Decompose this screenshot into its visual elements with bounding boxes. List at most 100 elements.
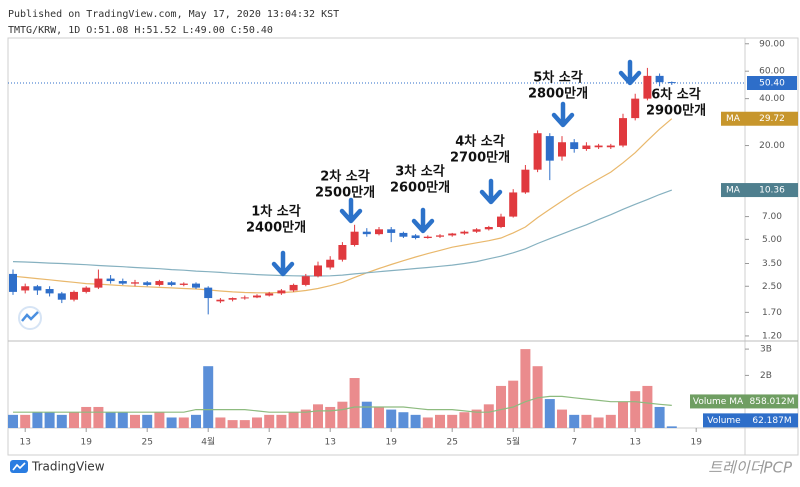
x-tick-label: 7 (266, 438, 272, 448)
candle-body (33, 286, 42, 291)
volume-bar (166, 417, 177, 428)
candle-body (338, 245, 347, 260)
chart-logo (18, 306, 42, 330)
candle-body (655, 75, 664, 83)
candle-body (70, 291, 78, 300)
volume-bar (276, 414, 287, 428)
candle-body (484, 227, 493, 230)
candle-body (9, 273, 17, 292)
volume-bar (154, 412, 165, 428)
candle-body (509, 192, 518, 217)
candle-body (619, 118, 627, 146)
candle-body (643, 75, 652, 99)
candle-body (118, 281, 127, 284)
candle-body (326, 259, 335, 268)
x-tick-label: 19 (690, 438, 702, 448)
volume-bar (56, 414, 67, 428)
volume-ma-line (13, 395, 672, 413)
candle-body (606, 145, 615, 148)
volume-bar (93, 406, 104, 428)
volume-bar (447, 414, 458, 428)
value-box-label: MA (726, 186, 741, 196)
value-box-label: MA (726, 114, 741, 124)
x-tick-label: 25 (446, 438, 457, 448)
candle-body (423, 236, 432, 239)
x-tick-label: 25 (141, 438, 152, 448)
value-box-label: Volume (707, 416, 741, 426)
volume-bar (313, 404, 323, 428)
value-box-label: Volume MA (693, 397, 744, 407)
volume-bar (20, 414, 31, 428)
value-box (747, 75, 797, 90)
candle-body (448, 233, 457, 236)
annotation-text: 6차 소각 (651, 87, 700, 103)
volume-bar (386, 409, 397, 428)
annotation-text: 5차 소각 (533, 70, 582, 86)
x-tick-label: 13 (629, 438, 640, 448)
y-tick-label: 1.20 (762, 331, 782, 341)
volume-bar (325, 406, 336, 428)
volume-bar (105, 412, 116, 428)
volume-bar (8, 414, 18, 428)
annotation-arrow (551, 101, 575, 128)
watermark: 트레이더PCP (708, 459, 793, 477)
volume-bar (117, 412, 128, 428)
volume-bar (435, 414, 445, 428)
candle-body (228, 298, 237, 300)
volume-bar (69, 412, 79, 428)
candle-body (362, 231, 371, 235)
subheader: TMTG/KRW, 1D O:51.08 H:51.52 L:49.00 C:5… (8, 25, 273, 36)
volume-y-tick-label: 2B (760, 371, 772, 381)
y-tick-label: 3.50 (762, 259, 782, 269)
volume-bar (288, 412, 299, 428)
annotation-arrow (618, 59, 642, 86)
volume-bar (398, 412, 409, 428)
volume-bar (130, 414, 140, 428)
candle-body (82, 287, 91, 292)
candle-body (472, 229, 481, 232)
x-tick-label: 5월 (506, 436, 520, 448)
y-tick-label: 1.70 (762, 308, 782, 318)
volume-bar (361, 401, 372, 428)
volume-bar (642, 385, 653, 428)
candle-body (155, 281, 164, 285)
volume-bar (593, 417, 604, 428)
ma-line (12, 189, 673, 277)
volume-bar (581, 414, 592, 428)
volume-bar (483, 404, 494, 428)
volume-bar (422, 417, 433, 428)
candle-body (497, 216, 505, 228)
volume-bar (630, 391, 641, 428)
candle-body (533, 133, 542, 170)
volume-bar (618, 401, 628, 428)
brand: TradingView (31, 460, 105, 474)
volume-bar (252, 417, 262, 428)
y-tick-label: 5.00 (762, 235, 782, 245)
volume-bar (215, 417, 226, 428)
annotation-text: 2700만개 (450, 150, 510, 166)
candle-body (558, 142, 566, 157)
candle-body (570, 142, 579, 150)
volume-bar (81, 406, 92, 428)
volume-bar (32, 412, 43, 428)
candle-body (94, 278, 103, 288)
candle-body (375, 229, 383, 235)
volume-bar (410, 414, 421, 428)
value-box-label: 10.36 (759, 186, 785, 196)
candle-body (204, 287, 213, 299)
annotation-text: 2400만개 (246, 220, 306, 236)
candle-body (179, 283, 188, 285)
candle-body (240, 297, 249, 299)
annotation-text: 1차 소각 (251, 204, 300, 220)
x-tick-label: 13 (19, 438, 30, 448)
candle-body (143, 282, 152, 285)
volume-bar (349, 378, 360, 428)
volume-bar (178, 417, 189, 428)
value-box (721, 183, 798, 198)
candle-body (265, 293, 274, 296)
volume-bar (239, 420, 250, 428)
candle-body (289, 284, 298, 291)
volume-bar (44, 412, 55, 428)
annotation-arrow (411, 207, 435, 234)
